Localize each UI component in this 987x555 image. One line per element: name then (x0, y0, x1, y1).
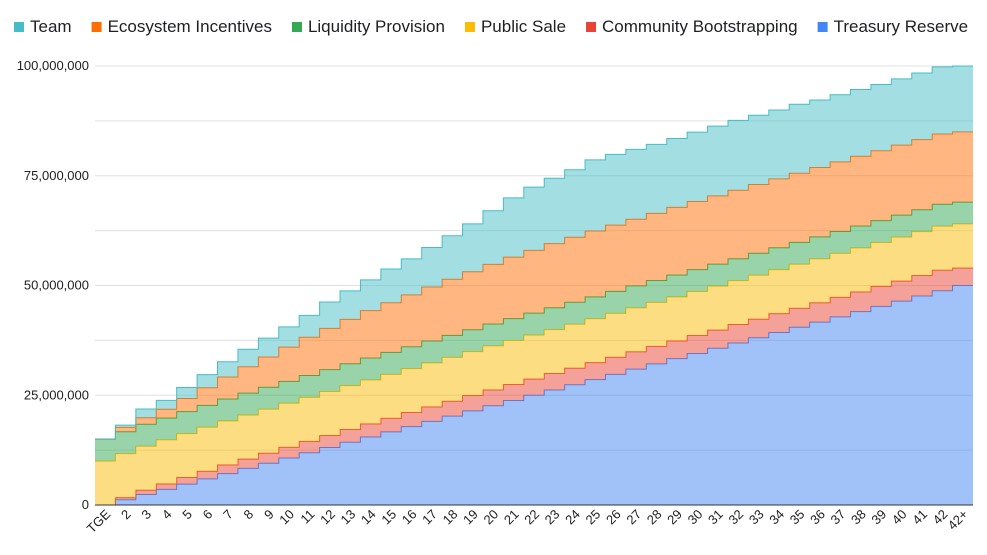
x-tick-label: 27 (623, 507, 644, 528)
x-tick-label: 3 (138, 506, 154, 522)
x-tick-label: 2 (118, 506, 134, 522)
x-tick-label: 16 (399, 507, 420, 528)
x-tick-label: 41 (909, 507, 930, 528)
x-tick-label: 28 (644, 507, 665, 528)
x-tick-label: 4 (159, 507, 175, 523)
x-tick-label: 13 (338, 506, 359, 527)
x-tick-label: 17 (419, 507, 440, 528)
x-tick-label: 10 (276, 507, 297, 528)
area-public-sale (95, 224, 973, 506)
x-tick-label: 19 (460, 506, 481, 527)
x-tick-label: 5 (179, 507, 195, 523)
x-tick-label: 22 (521, 507, 542, 528)
legend-label-ecosystem-incentives: Ecosystem Incentives (108, 17, 272, 36)
chart-legend: Team Ecosystem Incentives Liquidity Provis… (14, 17, 968, 36)
x-tick-label: 23 (542, 507, 563, 528)
x-tick-label: 37 (828, 507, 849, 528)
x-tick-label: 12 (317, 507, 338, 528)
x-tick-label: 9 (261, 507, 277, 523)
x-axis-ticks: TGE 2 3 4 5 6 7 8 9 10 11 12 13 14 15 16 17 18 19 20 21 22 23 2… (84, 506, 971, 536)
x-tick-label: 6 (200, 507, 216, 523)
legend-label-liquidity-provision: Liquidity Provision (308, 17, 445, 36)
x-tick-label: 8 (241, 506, 257, 522)
area-community-bootstrapping (95, 267, 973, 505)
x-tick-label: 26 (603, 507, 624, 528)
y-tick-label: 50,000,000 (24, 278, 89, 293)
y-tick-label: 75,000,000 (24, 168, 89, 183)
x-tick-label: 32 (725, 507, 746, 528)
x-tick-label: 24 (562, 506, 583, 527)
x-tick-label: 18 (440, 506, 461, 527)
legend-swatch-treasury-reserve (817, 22, 828, 32)
legend-swatch-liquidity-provision (291, 22, 302, 32)
x-tick-label: 36 (807, 507, 828, 528)
legend-label-community-bootstrapping: Community Bootstrapping (602, 17, 798, 36)
x-tick-label: 11 (297, 507, 317, 527)
legend-swatch-public-sale (464, 22, 475, 32)
y-tick-label: 0 (82, 497, 89, 512)
x-tick-label: 38 (848, 507, 869, 528)
y-tick-label: 100,000,000 (17, 58, 89, 73)
legend-label-team: Team (30, 17, 72, 36)
series-areas (95, 65, 973, 506)
x-tick-label: 40 (889, 506, 910, 527)
x-tick-label: 20 (480, 507, 501, 528)
x-tick-label: 30 (685, 506, 706, 527)
x-tick-label: 25 (583, 507, 604, 528)
x-tick-label: 35 (787, 506, 808, 527)
x-tick-label: 14 (358, 507, 379, 528)
x-tick-label: 33 (746, 507, 767, 528)
x-tick-label: 34 (766, 506, 787, 527)
x-tick-label: 39 (868, 507, 889, 528)
legend-swatch-ecosystem-incentives (91, 22, 102, 32)
y-tick-label: 25,000,000 (24, 387, 89, 402)
x-tick-label: 42+ (945, 507, 971, 533)
x-tick-label: 29 (664, 506, 685, 527)
legend-swatch-team (14, 22, 24, 32)
x-tick-label: 31 (705, 507, 726, 528)
y-axis-ticks: 0 25,000,000 50,000,000 75,000,000 100,000,0… (17, 58, 89, 512)
area-ecosystem-incentives (95, 131, 973, 440)
legend-swatch-community-bootstrapping (586, 22, 597, 32)
x-tick-label: 21 (501, 507, 522, 528)
x-tick-label: 15 (378, 507, 399, 528)
legend-label-public-sale: Public Sale (481, 17, 566, 36)
line-team (95, 65, 973, 440)
legend-label-treasury-reserve: Treasury Reserve (834, 17, 968, 36)
x-tick-label: 7 (220, 506, 236, 522)
area-liquidity-provision (95, 202, 973, 462)
area-team (95, 66, 973, 440)
